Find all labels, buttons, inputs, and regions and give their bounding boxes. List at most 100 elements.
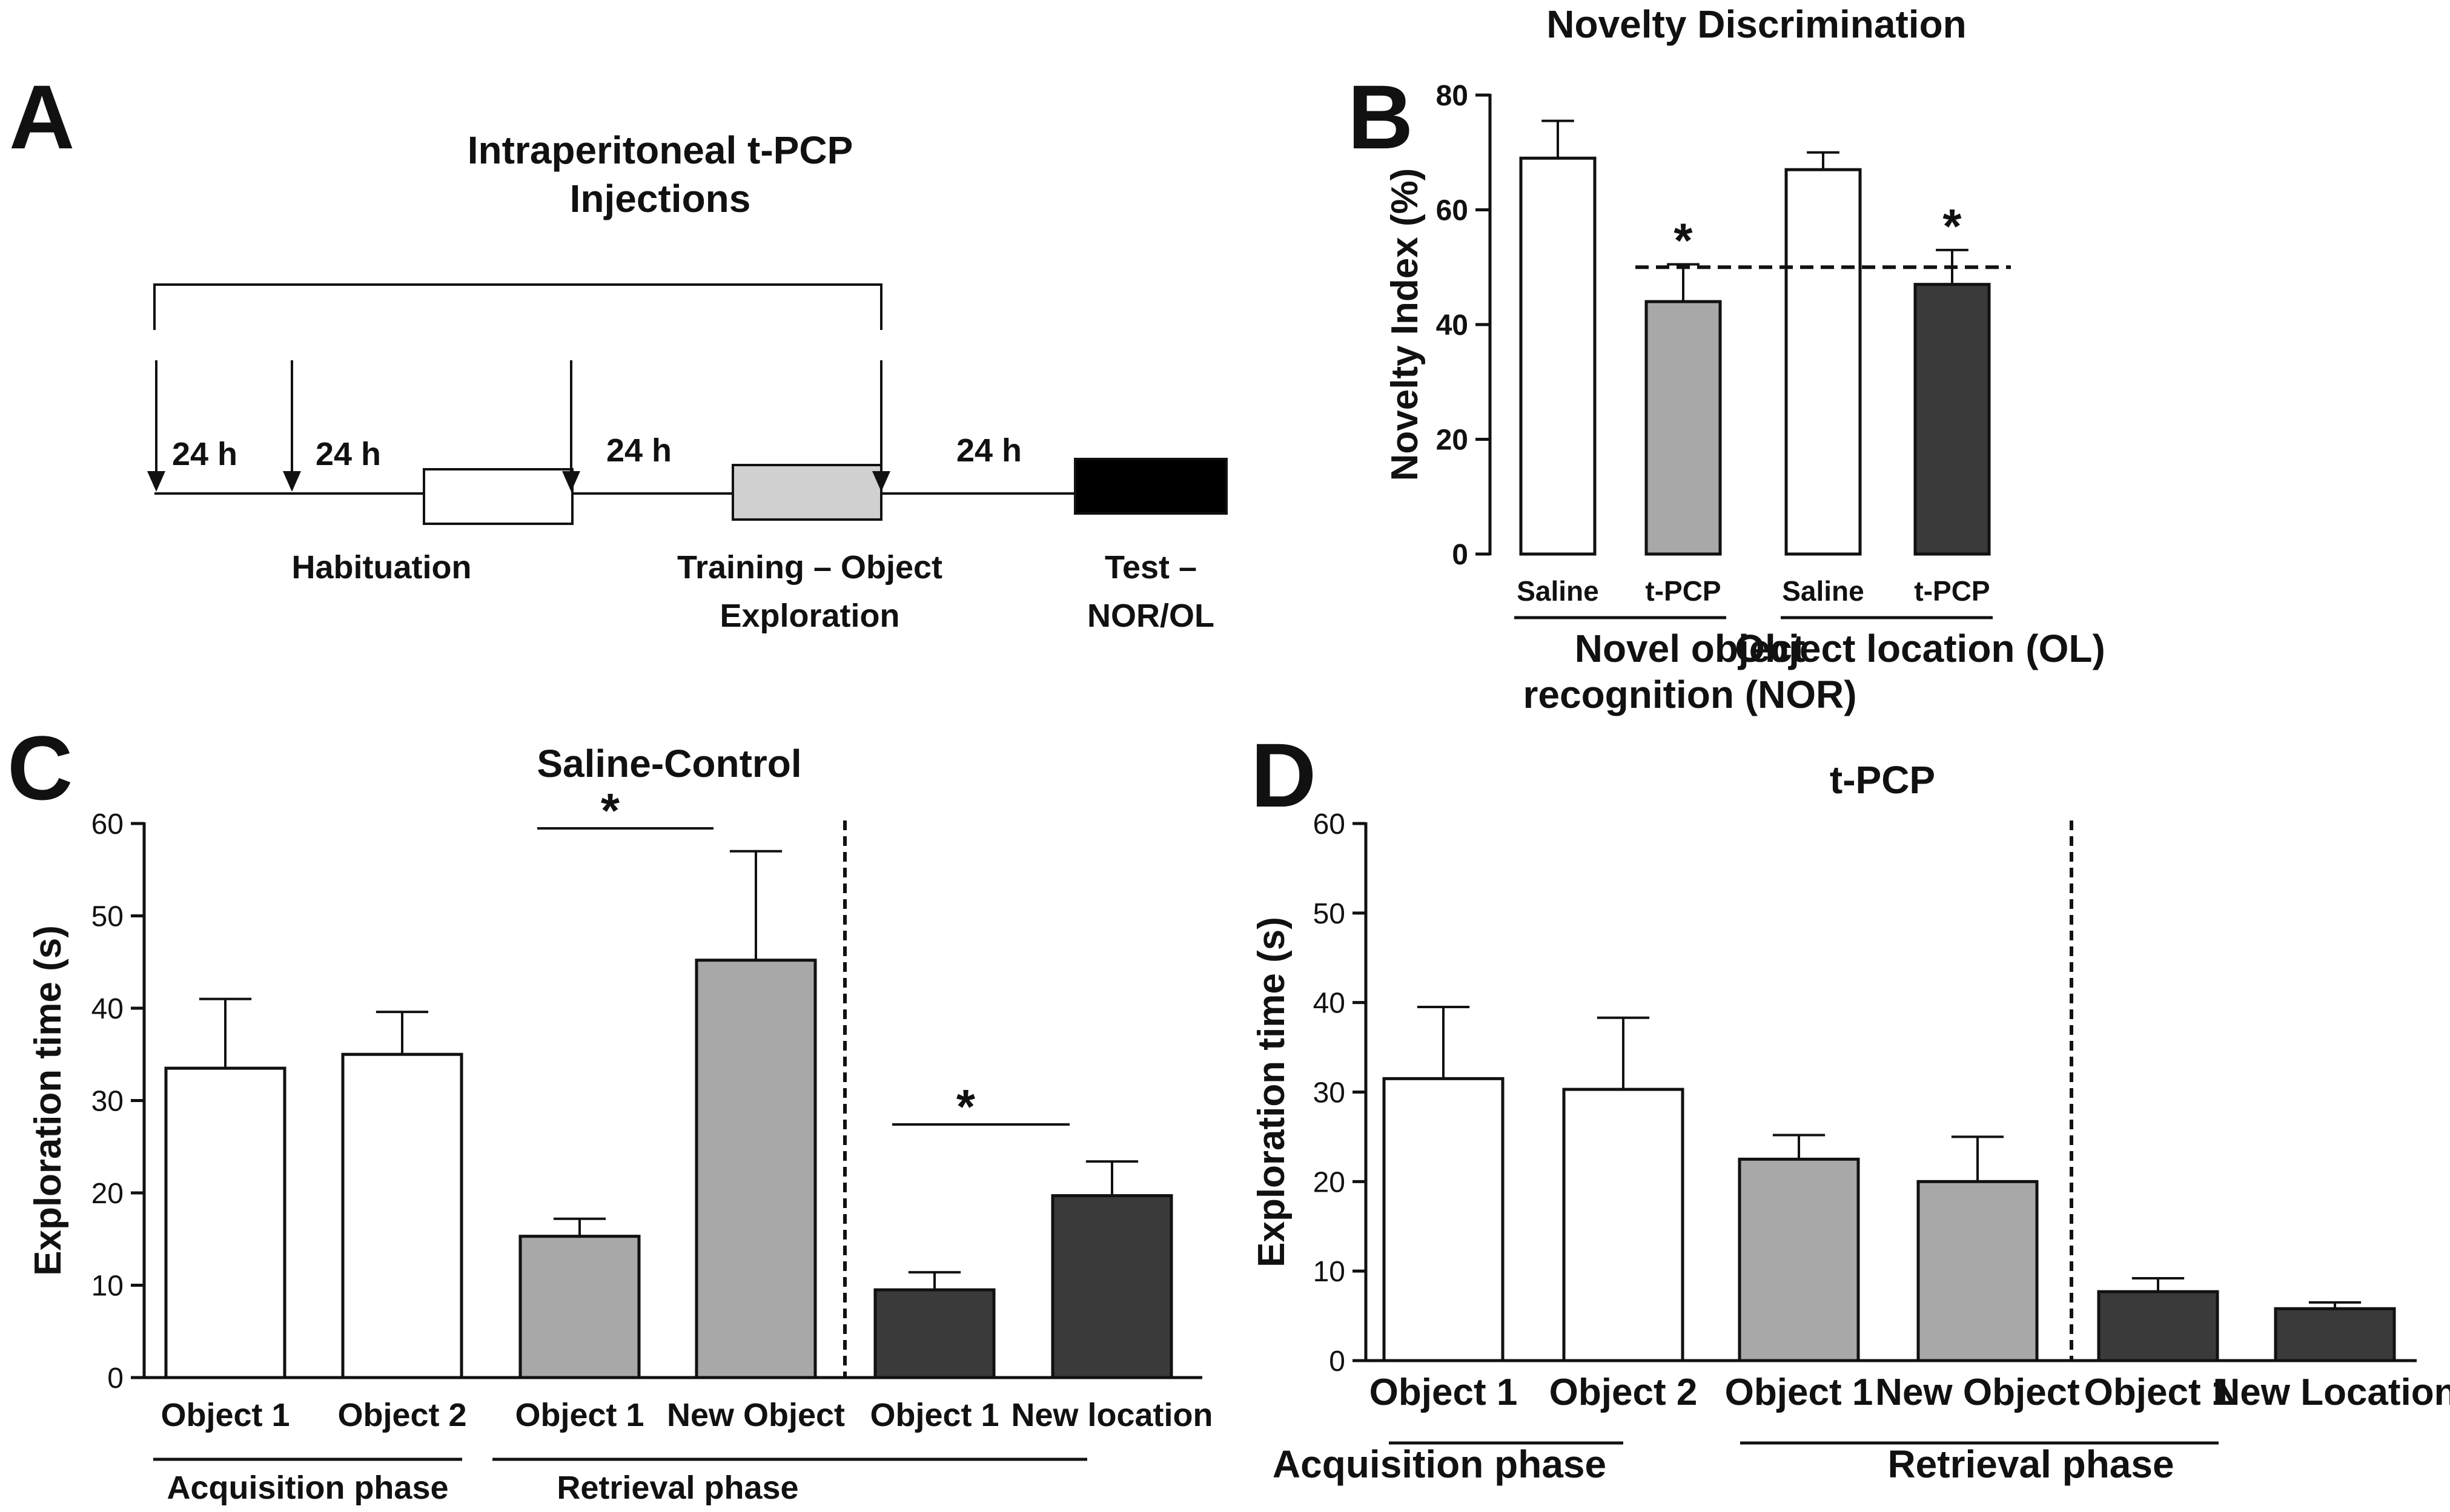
panel-c: C Saline-Control Exploration time (s) 0 10 20… xyxy=(7,717,1213,1506)
timeline-title-line: Intraperitoneal t-PCP xyxy=(468,128,853,172)
y-axis-title: Exploration time (s) xyxy=(27,925,69,1276)
injection-arrow xyxy=(872,360,890,492)
bar xyxy=(164,997,286,1379)
bar xyxy=(1913,248,1991,556)
arrow-head xyxy=(147,471,165,492)
bar-rect xyxy=(1519,156,1597,556)
interval-label: 24 h xyxy=(956,432,1022,469)
chart-title: Novelty Discrimination xyxy=(1546,2,1967,46)
stage-label: Habituation xyxy=(292,549,472,586)
group-label: Retrieval phase xyxy=(557,1470,798,1506)
stage-box xyxy=(423,468,574,525)
injection-arrow xyxy=(562,360,580,492)
bar-rect xyxy=(1913,283,1991,556)
significance-star: * xyxy=(1674,214,1693,268)
bar xyxy=(341,1011,463,1379)
bar xyxy=(1051,1160,1173,1379)
stage-label: Exploration xyxy=(720,598,899,634)
bar xyxy=(2274,1301,2396,1362)
bar-rect xyxy=(1562,1088,1684,1362)
stage-label: NOR/OL xyxy=(1087,598,1214,634)
injection-arrow xyxy=(283,360,301,492)
y-tick-label: 60 xyxy=(91,808,124,840)
bar-rect xyxy=(873,1288,996,1379)
panel-letter-d: D xyxy=(1251,724,1316,826)
y-tick-label: 50 xyxy=(91,901,124,933)
group-label: recognition (NOR) xyxy=(1523,673,1856,716)
injection-arrow xyxy=(147,360,165,492)
x-tick-label: Object 1 xyxy=(870,1397,999,1433)
bar xyxy=(1644,263,1722,556)
y-tick-label: 30 xyxy=(91,1086,124,1118)
bar xyxy=(1519,119,1597,556)
y-tick-label: 40 xyxy=(1436,309,1468,342)
y-tick-label: 0 xyxy=(1329,1345,1345,1378)
bar-rect xyxy=(2097,1290,2219,1362)
x-tick-label: New Object xyxy=(1875,1372,2080,1413)
interval-label: 24 h xyxy=(316,436,381,472)
y-tick-label: 20 xyxy=(91,1178,124,1210)
panel-a: A Intraperitoneal t-PCP Injections 24 h 24 h… xyxy=(9,66,1228,634)
chart-title: Saline-Control xyxy=(537,742,801,785)
x-tick-label: Object 1 xyxy=(2084,1372,2233,1413)
bar-rect xyxy=(164,1066,286,1379)
panel-b: B Novelty Discrimination Novelty Index (%)… xyxy=(1348,2,2105,716)
group-label: Acquisition phase xyxy=(1273,1442,1606,1486)
panel-letter-a: A xyxy=(9,66,74,168)
y-tick-label: 0 xyxy=(1452,539,1468,571)
bar-rect xyxy=(1738,1157,1860,1362)
bar-rect xyxy=(1644,300,1722,556)
bar-rect xyxy=(1916,1180,2039,1362)
bar-rect xyxy=(341,1052,463,1379)
bar xyxy=(1738,1134,1860,1362)
arrow-head xyxy=(872,471,890,492)
bar xyxy=(1382,1006,1505,1362)
bar xyxy=(873,1271,996,1379)
x-tick-label: Saline xyxy=(1517,575,1599,607)
group-label: Object location (OL) xyxy=(1735,627,2105,670)
x-tick-label: Object 2 xyxy=(337,1397,466,1433)
group-label: Retrieval phase xyxy=(1887,1442,2174,1486)
arrow-head xyxy=(562,471,580,492)
x-tick-label: t-PCP xyxy=(1645,575,1721,607)
bar-rect xyxy=(518,1235,641,1379)
bar xyxy=(695,850,817,1379)
x-tick-label: Object 1 xyxy=(1369,1372,1518,1413)
bar-rect xyxy=(1784,168,1862,556)
significance-star: * xyxy=(1942,199,1962,253)
x-tick-label: New Object xyxy=(667,1397,845,1433)
x-tick-label: Object 2 xyxy=(1549,1372,1698,1413)
significance-star: * xyxy=(601,784,620,837)
y-axis-title: Novelty Index (%) xyxy=(1384,168,1426,481)
y-tick-label: 20 xyxy=(1313,1166,1345,1198)
bar xyxy=(1562,1016,1684,1362)
y-axis-title: Exploration time (s) xyxy=(1251,917,1293,1267)
x-tick-label: Object 1 xyxy=(515,1397,644,1433)
bar xyxy=(518,1217,641,1379)
bar-rect xyxy=(695,959,817,1379)
y-tick-label: 20 xyxy=(1436,424,1468,457)
timeline-title-line: Injections xyxy=(570,177,751,220)
x-tick-label: Object 1 xyxy=(161,1397,290,1433)
injection-bracket xyxy=(153,283,882,330)
x-tick-label: Object 1 xyxy=(1725,1372,1873,1413)
group-label: Novel object xyxy=(1575,627,1806,670)
y-tick-label: 60 xyxy=(1436,195,1468,227)
y-tick-label: 50 xyxy=(1313,898,1345,930)
x-tick-label: t-PCP xyxy=(1914,575,1990,607)
bar xyxy=(2097,1276,2219,1362)
panel-letter-b: B xyxy=(1348,66,1413,168)
arrow-head xyxy=(283,471,301,492)
y-tick-label: 60 xyxy=(1313,808,1345,840)
bar xyxy=(1916,1135,2039,1362)
stage-label: Test – xyxy=(1105,549,1197,586)
x-tick-label: New Location xyxy=(2213,1372,2450,1413)
y-tick-label: 10 xyxy=(91,1270,124,1302)
y-tick-label: 40 xyxy=(1313,988,1345,1020)
interval-label: 24 h xyxy=(172,436,237,472)
group-label: Acquisition phase xyxy=(167,1470,448,1506)
y-tick-label: 0 xyxy=(107,1362,124,1395)
significance-star: * xyxy=(956,1080,976,1134)
